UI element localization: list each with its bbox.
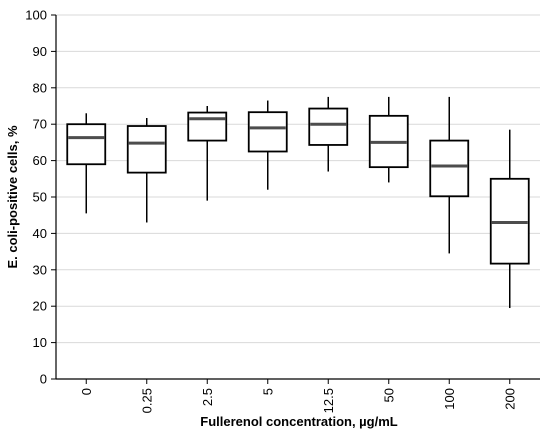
y-tick-label: 30: [33, 262, 47, 277]
box-0: [66, 113, 107, 214]
x-tick-label: 0: [79, 388, 94, 395]
axes: [51, 14, 540, 384]
box-iqr: [66, 123, 107, 166]
x-tick-label: 50: [381, 388, 396, 402]
box-5: [247, 100, 288, 190]
x-axis-title: Fullerenol concentration, µg/mL: [200, 414, 398, 429]
box-200: [489, 129, 530, 309]
y-tick-label: 40: [33, 226, 47, 241]
box-12.5: [308, 96, 349, 172]
box-iqr: [429, 139, 470, 198]
x-tick-label: 200: [502, 388, 517, 410]
boxes: [66, 96, 530, 309]
box-50: [368, 96, 409, 183]
y-tick-label: 100: [25, 8, 47, 23]
y-tick-label: 50: [33, 190, 47, 205]
y-tick-label: 70: [33, 117, 47, 132]
box-iqr: [308, 107, 349, 146]
y-tick-label: 20: [33, 299, 47, 314]
box-2.5: [187, 106, 228, 201]
box-0.25: [126, 118, 167, 223]
y-tick-label: 80: [33, 80, 47, 95]
y-tick-label: 0: [40, 372, 47, 387]
x-tick-label: 100: [442, 388, 457, 410]
box-iqr: [247, 111, 288, 153]
x-tick-label: 2.5: [200, 388, 215, 406]
box-iqr: [187, 111, 228, 142]
box-iqr: [126, 125, 167, 174]
y-tick-label: 90: [33, 44, 47, 59]
box-100: [429, 96, 470, 254]
x-tick-label: 12.5: [321, 388, 336, 413]
y-tick-label: 10: [33, 335, 47, 350]
x-tick-label: 5: [260, 388, 275, 395]
y-axis-title: E. coli-positive cells, %: [5, 125, 20, 268]
x-tick-label: 0.25: [139, 388, 154, 413]
y-tick-label: 60: [33, 153, 47, 168]
tick-labels: 0 10 20 30 40 50 60 70 80 90 100 0 0.25 2.5 5 12.5 50 100…: [25, 8, 517, 414]
